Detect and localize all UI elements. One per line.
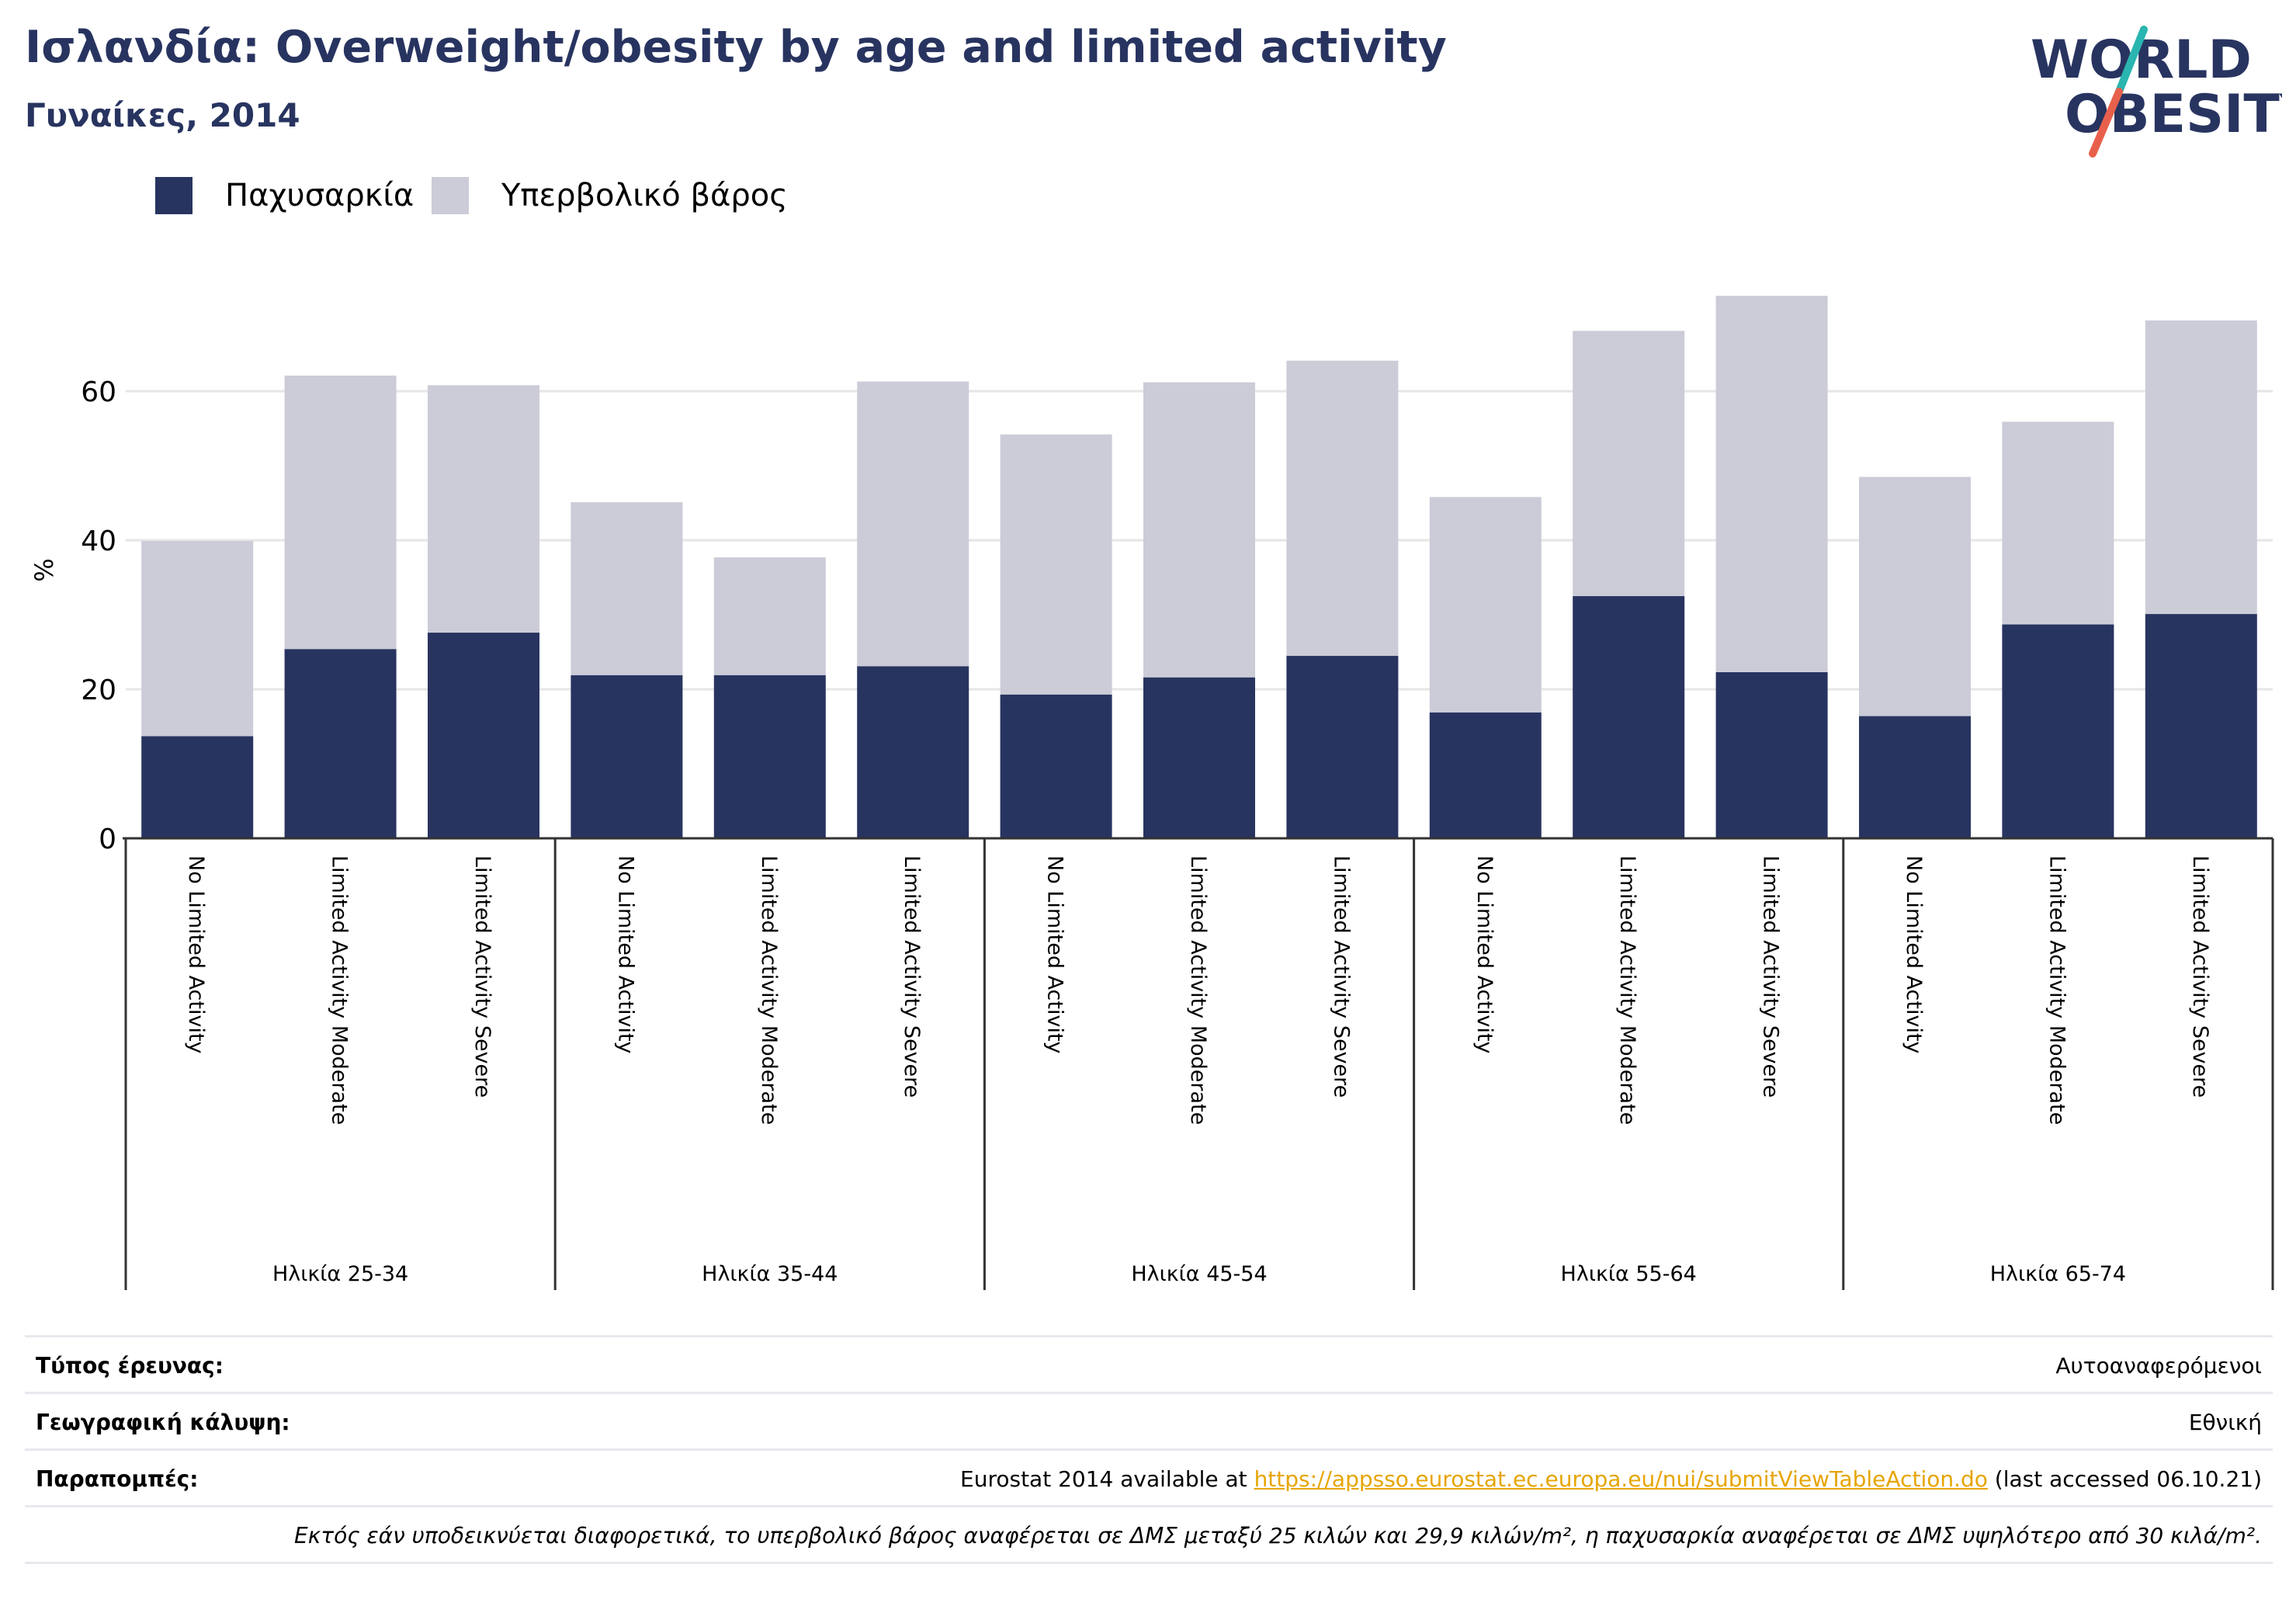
x-group-label-3: Ηλικία 45-54 [1131,1262,1267,1286]
y-axis-label: % [29,558,59,581]
info-row-references: Παραπομπές: Eurostat 2014 available at h… [25,1448,2273,1505]
x-category-label-14: Limited Activity Moderate [2045,855,2069,1125]
x-category-label-5: Limited Activity Moderate [757,855,781,1125]
info-row-survey: Τύπος έρευνας: Αυτοαναφερόμενοι [25,1335,2273,1392]
legend-item-obesity[interactable]: Παχυσαρκία [155,177,414,214]
x-category-label-10: No Limited Activity [1472,855,1497,1054]
x-category-label-12: Limited Activity Severe [1759,855,1783,1098]
coverage-value: Εθνική [2188,1410,2262,1435]
x-category-label-7: No Limited Activity [1043,855,1067,1054]
bar-obesity-15 [2145,614,2257,838]
eurostat-link[interactable]: https://appsso.eurostat.ec.europa.eu/nui… [1254,1466,1988,1492]
x-category-label-3: Limited Activity Severe [470,855,494,1098]
x-group-label-1: Ηλικία 25-34 [272,1262,408,1286]
bar-overweight-2 [284,375,397,650]
bar-overweight-12 [1715,296,1828,672]
definition-note: Εκτός εάν υποδεικνύεται διαφορετικά, το … [294,1523,2262,1549]
y-tick-label-40: 40 [81,525,116,557]
legend-swatch-obesity [155,177,192,214]
bar-obesity-14 [2002,624,2114,838]
bar-overweight-3 [428,385,539,633]
bar-obesity-10 [1429,712,1542,838]
bar-overweight-13 [1859,477,1971,716]
x-category-label-9: Limited Activity Severe [1329,855,1353,1098]
bar-obesity-11 [1573,596,1685,838]
y-tick-label-20: 20 [81,675,116,706]
info-row-coverage: Γεωγραφική κάλυψη: Εθνική [25,1392,2273,1448]
bar-overweight-1 [141,540,254,737]
y-tick-label-60: 60 [81,376,116,408]
bar-obesity-8 [1143,677,1255,838]
x-category-label-13: No Limited Activity [1902,855,1926,1054]
legend-label-overweight: Υπερβολικό βάρος [501,178,788,213]
legend-swatch-overweight [432,177,469,214]
bar-overweight-5 [713,557,826,675]
bar-obesity-13 [1859,716,1971,838]
legend-item-overweight[interactable]: Υπερβολικό βάρος [432,177,788,214]
y-tick-label-0: 0 [99,824,116,855]
coverage-label: Γεωγραφική κάλυψη: [36,1410,290,1435]
bar-obesity-9 [1286,655,1399,838]
x-category-label-4: No Limited Activity [613,855,637,1054]
bar-overweight-14 [2002,421,2114,625]
survey-type-label: Τύπος έρευνας: [36,1353,224,1379]
bar-obesity-7 [1000,694,1112,838]
x-group-label-4: Ηλικία 55-64 [1561,1262,1697,1286]
references-suffix: (last accessed 06.10.21) [1987,1466,2262,1492]
x-category-label-2: Limited Activity Moderate [328,855,352,1125]
logo-slash-coral [2089,88,2123,158]
bar-overweight-10 [1429,497,1542,713]
bar-obesity-6 [857,666,969,838]
references-prefix: Eurostat 2014 available at [960,1466,1254,1492]
bar-obesity-1 [141,736,254,838]
legend-label-obesity: Παχυσαρκία [225,178,414,213]
chart-subtitle: Γυναίκες, 2014 [25,96,300,134]
survey-type-value: Αυτοαναφερόμενοι [2055,1353,2262,1379]
references-value: Eurostat 2014 available at https://appss… [960,1466,2262,1492]
bar-obesity-3 [428,633,539,838]
bar-obesity-12 [1715,671,1828,838]
bar-overweight-7 [1000,434,1112,695]
bar-obesity-2 [284,649,397,838]
bar-obesity-5 [713,675,826,838]
bar-overweight-15 [2145,320,2257,615]
bar-overweight-8 [1143,382,1255,678]
x-group-label-2: Ηλικία 35-44 [702,1262,838,1286]
logo-slash-teal [2115,26,2148,95]
world-obesity-logo: WORLD OBESITY [2031,26,2282,158]
x-category-label-1: No Limited Activity [184,855,208,1054]
x-category-label-11: Limited Activity Moderate [1615,855,1639,1125]
bar-overweight-4 [571,502,683,675]
references-label: Παραπομπές: [36,1466,199,1492]
bar-obesity-4 [571,675,683,838]
info-table: Τύπος έρευνας: Αυτοαναφερόμενοι Γεωγραφι… [25,1335,2273,1564]
x-category-label-6: Limited Activity Severe [900,855,924,1098]
bar-overweight-6 [857,381,969,667]
chart-title: Ισλανδία: Overweight/obesity by age and … [25,22,1447,73]
x-category-label-8: Limited Activity Moderate [1186,855,1210,1125]
x-category-label-15: Limited Activity Severe [2188,855,2212,1098]
bar-overweight-9 [1286,360,1399,656]
x-group-label-5: Ηλικία 65-74 [1990,1262,2126,1286]
stacked-bar-chart: 0 20 40 60% No Limited Activity Limited Activ… [29,296,2274,1290]
bar-overweight-11 [1573,331,1685,596]
info-row-note: Εκτός εάν υποδεικνύεται διαφορετικά, το … [25,1505,2273,1564]
